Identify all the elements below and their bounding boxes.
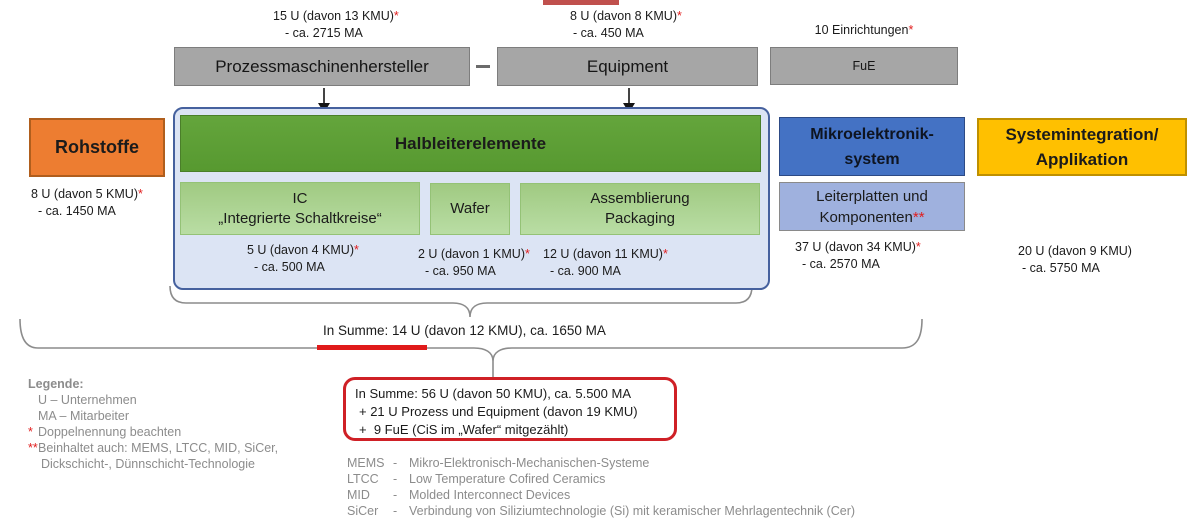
equipment-box: Equipment [497,47,758,86]
brace-summary-text: In Summe: 14 U (davon 12 KMU), ca. 1650 … [323,323,606,338]
brace-halbleiter [169,285,753,318]
mikro-count: 37 U (davon 34 KMU)* - ca. 2570 MA [795,240,921,271]
systemintegration-count: 20 U (davon 9 KMU) - ca. 5750 MA [1018,244,1132,275]
legend-item: * Doppelnennung beachten [28,425,182,439]
abbreviation-item: MEMS - Mikro-Elektronisch-Mechanischen-Sys… [347,456,650,470]
summary-red-underline [317,345,427,350]
prozess-count: 15 U (davon 13 KMU)* - ca. 2715 MA [273,9,399,40]
asterisk: * [137,187,143,201]
leiterplatten-box: Leiterplatten und Komponenten** [779,182,965,231]
rohstoffe-count: 8 U (davon 5 KMU)* - ca. 1450 MA [31,187,143,218]
asterisk: * [524,247,530,261]
fue-count: 10 Einrichtungen* [814,23,914,37]
rohstoffe-box: Rohstoffe [29,118,165,177]
ic-count: 5 U (davon 4 KMU)* - ca. 500 MA [247,243,359,274]
prozessmaschinenhersteller-box: Prozessmaschinenhersteller [174,47,470,86]
halbleiterelemente-label: Halbleiterelemente [394,133,547,153]
systemintegration-box: Systemintegration/ Applikation [977,118,1187,176]
ic-box: IC „Integrierte Schaltkreise“ [180,182,420,235]
assemblierung-count: 12 U (davon 11 KMU)* - ca. 900 MA [543,247,668,278]
legend-item: ** Beinhaltet auch: MEMS, LTCC, MID, SiCe… [28,441,279,455]
prozessmaschinenhersteller-label: Prozessmaschinenhersteller [215,56,429,76]
legend-item: Dickschicht-, Dünnschicht-Technologie [41,457,255,471]
asterisk: * [676,9,682,23]
legend-item: U – Unternehmen [38,393,137,407]
total-summary-box: In Summe: 56 U (davon 50 KMU), ca. 5.500… [343,377,677,441]
legend: Legende: U – Unternehmen MA – Mitarbeite… [28,376,278,472]
equipment-count: 8 U (davon 8 KMU)* - ca. 450 MA [570,9,682,40]
abbreviation-list: MEMS - Mikro-Elektronisch-Mechanischen-Sys… [347,455,855,519]
equipment-label: Equipment [586,56,669,76]
asterisk: * [393,9,399,23]
mikroelektroniksystem-box: Mikroelektronik- system [779,117,965,176]
asterisk: * [353,243,359,257]
assemblierung-box: Assemblierung Packaging [520,183,760,235]
wafer-box: Wafer [430,183,510,235]
abbreviation-item: LTCC - Low Temperature Cofired Ceramics [347,472,606,486]
legend-title: Legende: [28,377,84,391]
asterisk: * [662,247,668,261]
abbreviation-item: MID - Molded Interconnect Devices [347,488,571,502]
rohstoffe-label: Rohstoffe [55,137,139,157]
top-red-mark [543,0,619,5]
double-asterisk: ** [912,208,925,226]
wafer-count: 2 U (davon 1 KMU)* - ca. 950 MA [418,247,530,278]
fue-box: FuE [770,47,958,85]
asterisk: * [908,23,914,37]
halbleiterelemente-header: Halbleiterelemente [180,115,761,172]
connector-dash [476,65,490,68]
fue-label: FuE [852,59,876,73]
abbreviation-item: SiCer - Verbindung von Siliziumtechnologie… [347,504,856,518]
asterisk: * [915,240,921,254]
legend-item: MA – Mitarbeiter [38,409,130,423]
